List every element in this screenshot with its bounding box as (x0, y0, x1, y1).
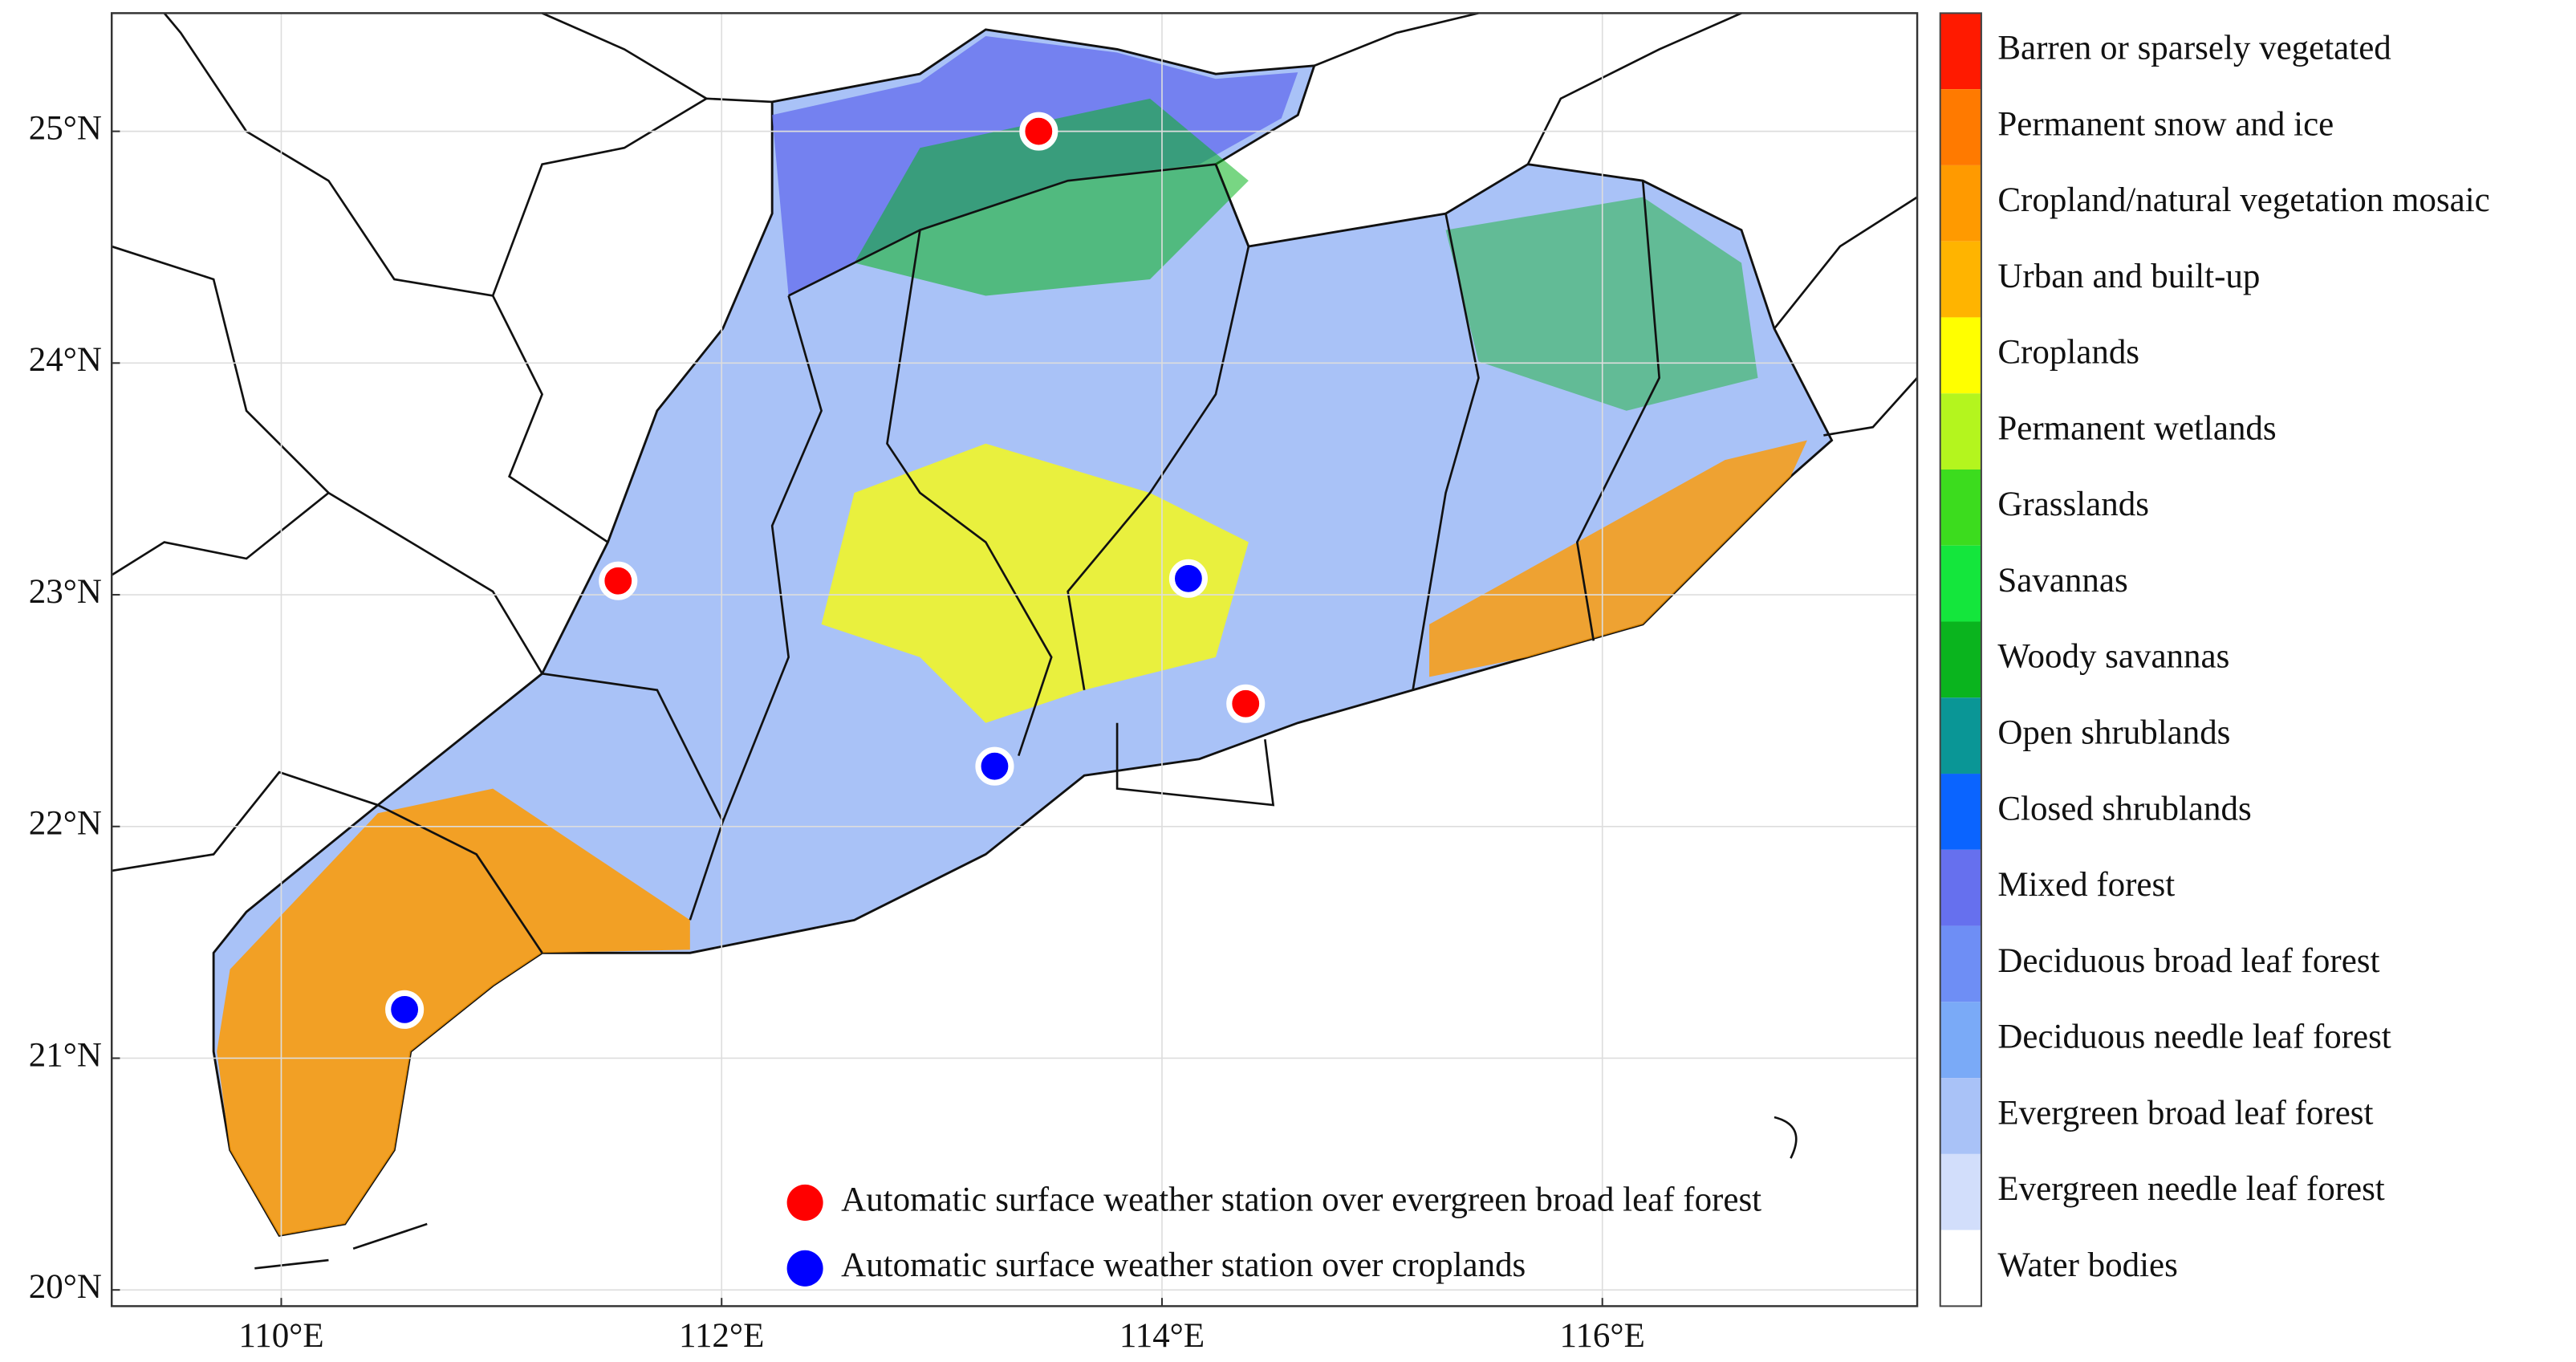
x-tick-label: 112°E (679, 1317, 764, 1355)
legend-swatch (1940, 13, 1981, 90)
y-tick-label: 24°N (29, 341, 102, 379)
legend-label: Deciduous broad leaf forest (1997, 942, 2379, 980)
legend-marker (786, 1184, 823, 1221)
boundary (377, 803, 543, 954)
cropland-area (821, 443, 1249, 723)
legend-label: Closed shrublands (1997, 790, 2251, 827)
boundary (1067, 164, 1250, 690)
legend-frame (1939, 12, 1982, 1307)
cropland-mosaic-area (217, 788, 690, 1236)
legend-label: Evergreen needle leaf forest (1997, 1170, 2384, 1208)
legend-label: Urban and built-up (1997, 258, 2260, 295)
y-tick-label: 22°N (29, 805, 102, 843)
boundary (788, 163, 1217, 297)
x-tick-label: 116°E (1560, 1317, 1645, 1355)
legend-swatch (1940, 89, 1981, 165)
boundary (491, 97, 773, 543)
boundary (111, 245, 330, 494)
station-marker (975, 746, 1014, 786)
boundary (886, 230, 1053, 757)
station-marker (1019, 112, 1058, 151)
legend-swatch (1940, 1002, 1981, 1079)
boundary (1115, 722, 1275, 807)
legend-label: Woody savannas (1997, 638, 2229, 676)
legend-label: Grasslands (1997, 486, 2149, 523)
station-marker (1226, 684, 1266, 723)
legend-swatch (1940, 1230, 1981, 1307)
boundary (1823, 376, 1919, 437)
legend-swatch (1940, 469, 1981, 546)
legend-label: Barren or sparsely vegetated (1997, 30, 2391, 67)
legend-swatch (1940, 925, 1981, 1002)
boundary (721, 295, 823, 823)
stations (385, 112, 1266, 1029)
map-body (111, 12, 1919, 1270)
legend-swatch (1940, 849, 1981, 926)
legend-swatch (1940, 697, 1981, 775)
island (254, 1222, 428, 1270)
boundary (1773, 196, 1918, 330)
legend-label: Automatic surface weather station over e… (841, 1181, 1761, 1218)
legend-swatch (1940, 621, 1981, 698)
boundary (111, 770, 379, 872)
land-cover-legend: Barren or sparsely vegetated Permanent sn… (1939, 12, 2490, 1307)
legend-label: Evergreen broad leaf forest (1997, 1094, 2373, 1132)
y-tick-label: 23°N (29, 573, 102, 611)
y-tick-label: 25°N (29, 109, 102, 147)
legend-label: Mixed forest (1997, 866, 2175, 904)
legend-swatch (1940, 241, 1981, 318)
legend-marker (786, 1250, 823, 1287)
legend-label: Deciduous needle leaf forest (1997, 1018, 2391, 1056)
y-tick-label: 20°N (29, 1268, 102, 1306)
boundary (1314, 12, 1479, 67)
station-marker (599, 561, 638, 600)
boundary (1575, 181, 1661, 641)
legend-swatch (1940, 1153, 1981, 1230)
legend-label: Permanent wetlands (1997, 409, 2276, 447)
island (1774, 1116, 1798, 1159)
legend-swatch (1940, 1078, 1981, 1154)
y-tick-label: 21°N (29, 1036, 102, 1074)
station-marker (385, 990, 425, 1029)
graticule (112, 13, 1918, 1307)
boundary (542, 12, 707, 100)
x-tick-label: 110°E (238, 1317, 323, 1355)
boundary (1412, 213, 1480, 690)
axis-ticks: 110°E 112°E 114°E 116°E 20°N 21°N 22°N 23°N 24°N… (29, 109, 1645, 1355)
legend-label: Open shrublands (1997, 714, 2230, 752)
boundary (163, 12, 494, 297)
legend-swatch (1940, 545, 1981, 622)
station-marker (1168, 559, 1208, 598)
legend-swatch (1940, 165, 1981, 242)
legend-label: Savannas (1997, 562, 2127, 600)
woody-savanna-area (854, 98, 1249, 296)
legend-swatch (1940, 317, 1981, 394)
legend-label: Croplands (1997, 334, 2139, 372)
legend-label: Cropland/natural vegetation mosaic (1997, 181, 2489, 219)
station-legend: Automatic surface weather station over e… (786, 1181, 1761, 1287)
x-tick-label: 114°E (1119, 1317, 1205, 1355)
legend-label: Permanent snow and ice (1997, 105, 2334, 143)
legend-swatch (1940, 774, 1981, 850)
map-frame (110, 12, 1919, 1307)
legend-label: Automatic surface weather station over c… (841, 1246, 1526, 1284)
coastal-mosaic-area (1429, 440, 1807, 677)
legend-label: Water bodies (1997, 1246, 2177, 1284)
legend-swatch (1940, 393, 1981, 470)
boundary (542, 672, 725, 921)
